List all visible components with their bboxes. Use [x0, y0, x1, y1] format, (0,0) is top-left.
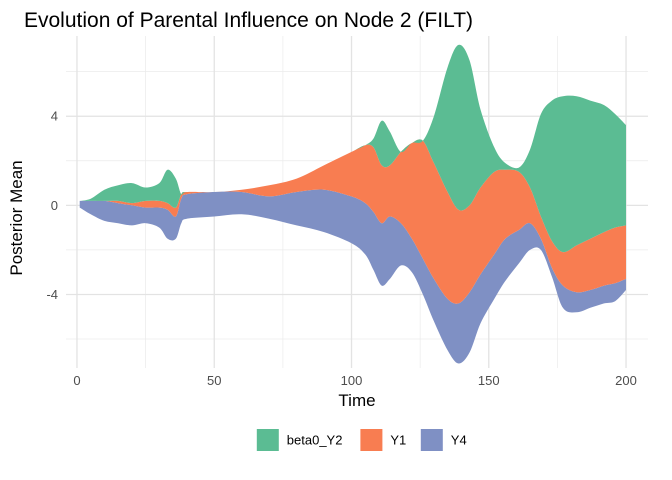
x-tick-label: 50 — [207, 373, 221, 388]
y-tick-label: 0 — [51, 198, 58, 213]
series-areas — [79, 44, 626, 364]
x-tick-labels: 0 50 100 150 200 — [73, 373, 637, 388]
x-axis-title: Time — [338, 391, 375, 410]
y-tick-label: 4 — [51, 109, 58, 124]
legend-key-y1 — [360, 429, 383, 451]
area-beta0-y2 — [79, 44, 626, 253]
chart-title: Evolution of Parental Influence on Node … — [24, 9, 473, 32]
legend-label-y4: Y4 — [451, 433, 467, 448]
legend-label-y1: Y1 — [390, 433, 406, 448]
area-y1 — [79, 139, 626, 304]
x-tick-label: 0 — [73, 373, 80, 388]
y-tick-label: -4 — [46, 287, 58, 302]
x-tick-label: 100 — [341, 373, 363, 388]
area-y4 — [79, 189, 626, 364]
legend: beta0_Y2 Y1 Y4 — [256, 429, 467, 451]
x-tick-label: 150 — [478, 373, 500, 388]
y-tick-labels: -4 0 4 — [46, 109, 58, 302]
x-tick-label: 200 — [615, 373, 637, 388]
legend-key-y4 — [420, 429, 443, 451]
y-axis-title: Posterior Mean — [7, 160, 26, 275]
legend-label-beta0-y2: beta0_Y2 — [287, 433, 343, 448]
legend-key-beta0-y2 — [256, 429, 279, 451]
plot-panel — [66, 36, 648, 368]
